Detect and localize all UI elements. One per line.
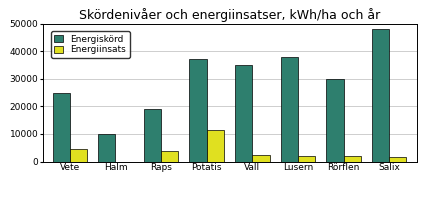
Bar xyxy=(343,156,361,162)
Bar xyxy=(161,151,178,162)
Bar xyxy=(53,93,70,162)
Bar xyxy=(252,155,269,162)
Bar xyxy=(372,29,389,162)
Legend: Energiskörd, Energiinsats: Energiskörd, Energiinsats xyxy=(51,31,130,58)
Bar xyxy=(144,109,161,162)
Bar xyxy=(326,79,343,162)
Bar xyxy=(298,156,315,162)
Bar xyxy=(280,57,298,162)
Bar xyxy=(70,149,87,162)
Bar xyxy=(389,157,406,162)
Bar xyxy=(235,65,252,162)
Bar xyxy=(207,130,224,162)
Title: Skördenivåer och energiinsatser, kWh/ha och år: Skördenivåer och energiinsatser, kWh/ha … xyxy=(79,8,380,22)
Bar xyxy=(190,59,207,162)
Bar xyxy=(98,134,116,162)
